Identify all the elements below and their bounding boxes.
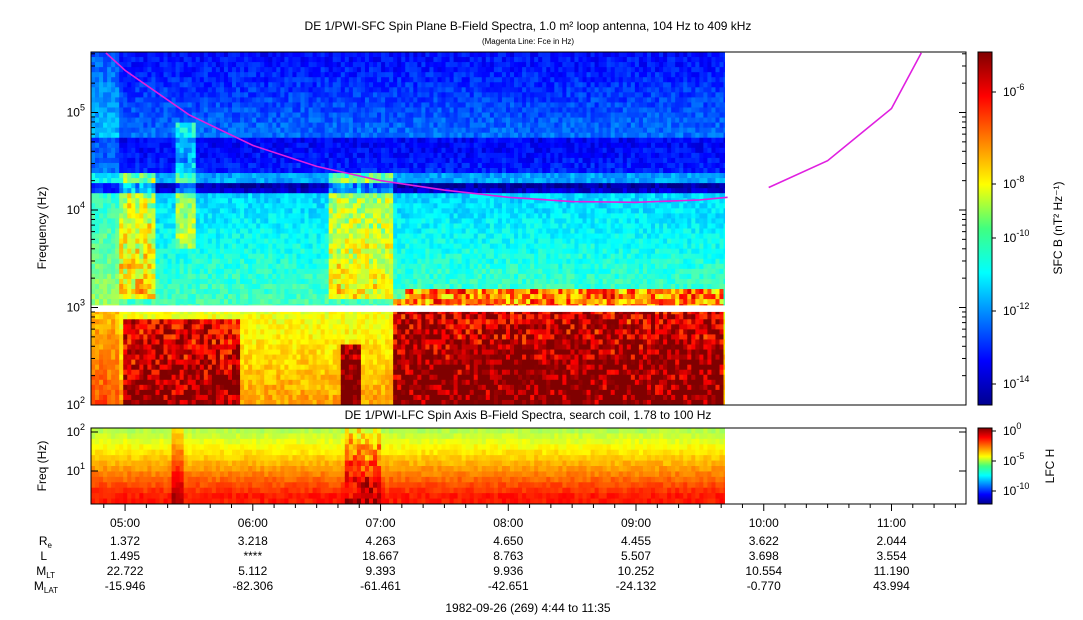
ephemeris-value: 3.218 — [238, 534, 268, 548]
ephemeris-value: 1.495 — [110, 549, 140, 563]
ephemeris-row-label: MLT — [36, 564, 55, 580]
top-colorbar-tick-label: 10-12 — [1003, 301, 1029, 318]
ephemeris-value: 11.190 — [874, 564, 910, 578]
top-colorbar-label: SFC B (nT² Hz⁻¹) — [1051, 182, 1065, 275]
top-y-tick-label: 105 — [67, 103, 85, 120]
bottom-colorbar: 100 10-5 10-10 — [977, 421, 1029, 505]
bottom-colorbar-tick-label: 100 — [1003, 421, 1021, 438]
ephemeris-value: 10.554 — [745, 564, 782, 578]
ephemeris-value: 1.372 — [110, 534, 140, 548]
ephemeris-value: 4.650 — [493, 534, 523, 548]
ephemeris-value: 8.763 — [493, 549, 523, 563]
top-colorbar-tick-label: 10-6 — [1003, 82, 1024, 99]
top-panel-subtitle: (Magenta Line: Fce in Hz) — [482, 37, 574, 46]
ephemeris-row-label: Re — [39, 534, 53, 550]
time-tick-label: 08:00 — [493, 516, 523, 530]
top-colorbar: 10-6 10-8 10-10 10-12 10-14 — [977, 51, 1029, 406]
bottom-colorbar-tick-label: 10-5 — [1003, 451, 1024, 468]
bottom-colorbar-label: LFC H — [1043, 449, 1057, 484]
time-tick-label: 10:00 — [749, 516, 779, 530]
top-colorbar-tick-label: 10-14 — [1003, 374, 1029, 391]
top-colorbar-tick-label: 10-10 — [1003, 228, 1029, 245]
date-footer: 1982-09-26 (269) 4:44 to 11:35 — [445, 601, 611, 615]
ephemeris-value: 9.393 — [366, 564, 396, 578]
ephemeris-value: -61.461 — [360, 579, 401, 593]
bottom-colorbar-tick-label: 10-10 — [1003, 481, 1029, 498]
ephemeris-value: 5.507 — [621, 549, 651, 563]
top-y-tick-label: 102 — [67, 395, 85, 412]
ephemeris-table: Re 1.372 3.218 4.263 4.650 4.455 3.622 2.044 L 1.… — [34, 534, 910, 595]
bottom-panel-title: DE 1/PWI-LFC Spin Axis B-Field Spectra, … — [345, 408, 712, 422]
frequency-gap-band — [91, 305, 725, 312]
ephemeris-value: 43.994 — [873, 579, 910, 593]
ephemeris-value: 10.252 — [618, 564, 655, 578]
top-y-tick-label: 103 — [67, 298, 85, 315]
top-spectrogram: 102 103 104 105 — [67, 51, 967, 412]
top-y-axis-label: Frequency (Hz) — [35, 187, 49, 270]
ephemeris-value: 9.936 — [493, 564, 523, 578]
time-tick-label: 11:00 — [877, 516, 906, 530]
top-colorbar-tick-label: 10-8 — [1003, 174, 1024, 191]
bottom-y-tick-label: 102 — [67, 422, 85, 439]
ephemeris-value: 3.622 — [749, 534, 779, 548]
ephemeris-value: 5.112 — [238, 564, 267, 578]
ephemeris-value: 4.263 — [366, 534, 396, 548]
time-tick-label: 07:00 — [366, 516, 396, 530]
ephemeris-value: -15.946 — [105, 579, 146, 593]
top-plot-frame — [90, 51, 967, 406]
time-axis: 05:00 06:00 07:00 08:00 09:00 10:00 11:00 — [91, 503, 966, 530]
bottom-y-axis-label: Freq (Hz) — [35, 441, 49, 492]
ephemeris-value: 2.044 — [876, 534, 906, 548]
ephemeris-value: 3.554 — [876, 549, 906, 563]
ephemeris-value: 3.698 — [749, 549, 779, 563]
ephemeris-row-label: MLAT — [34, 579, 58, 595]
ephemeris-value: **** — [243, 549, 262, 563]
ephemeris-value: -0.770 — [747, 579, 781, 593]
ephemeris-value: -24.132 — [616, 579, 657, 593]
time-tick-label: 05:00 — [110, 516, 140, 530]
ephemeris-row-label: L — [40, 549, 47, 563]
time-tick-label: 09:00 — [621, 516, 651, 530]
ephemeris-value: -82.306 — [232, 579, 273, 593]
ephemeris-value: 4.455 — [621, 534, 651, 548]
fce-line — [105, 52, 923, 204]
ephemeris-value: 22.722 — [107, 564, 144, 578]
top-panel-title: DE 1/PWI-SFC Spin Plane B-Field Spectra,… — [305, 19, 752, 33]
time-tick-label: 06:00 — [238, 516, 268, 530]
ephemeris-value: -42.651 — [488, 579, 529, 593]
bottom-y-tick-label: 101 — [67, 461, 85, 478]
bottom-spectrogram: 101 102 — [67, 422, 967, 505]
ephemeris-value: 18.667 — [362, 549, 399, 563]
top-y-tick-label: 104 — [67, 200, 85, 217]
